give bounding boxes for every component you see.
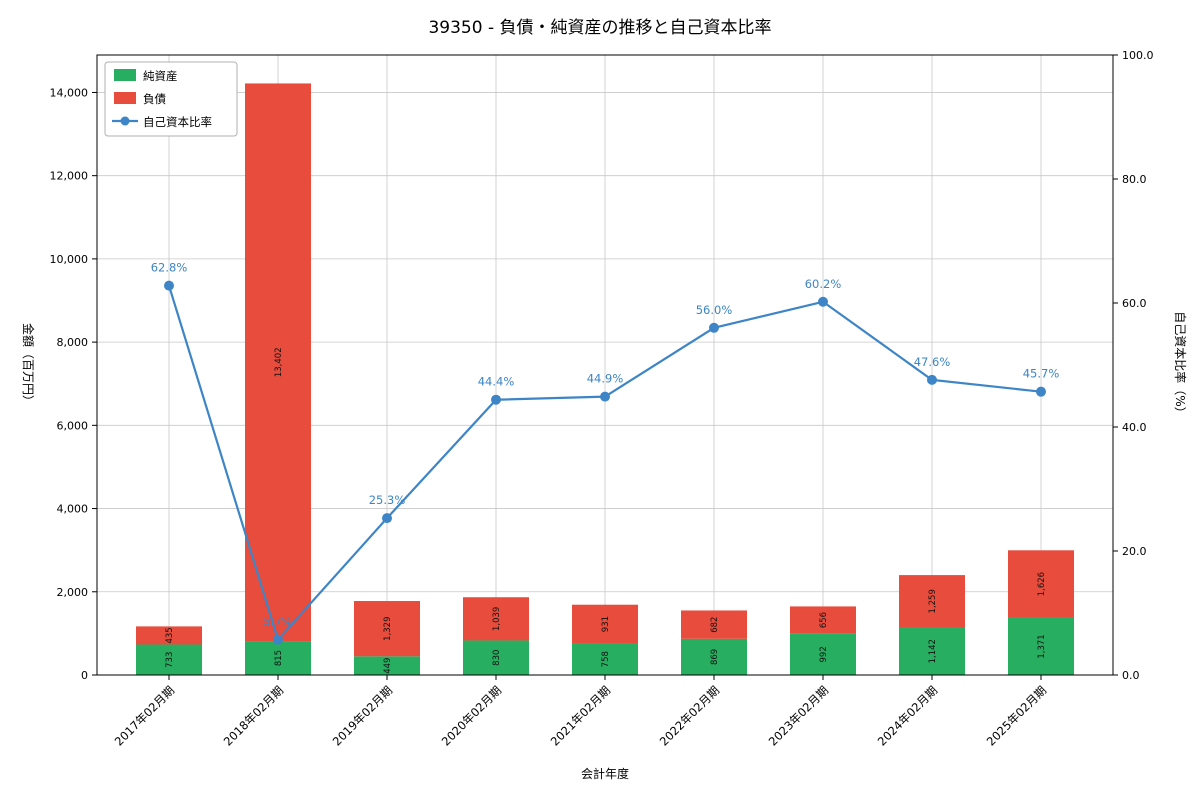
y-axis-right-tick-label: 80.0	[1122, 173, 1147, 186]
bar-segment-liabilities	[681, 610, 747, 639]
bar-label-liabilities: 435	[165, 627, 175, 643]
x-axis-tick-label: 2019年02月期	[330, 683, 395, 748]
y-axis-right-tick-label: 0.0	[1122, 669, 1140, 682]
y-axis-left-tick-label: 10,000	[50, 253, 89, 266]
bar-segment-net-assets	[354, 656, 420, 675]
y-axis-left-tick-label: 12,000	[50, 170, 89, 183]
bar-label-liabilities: 1,039	[492, 607, 502, 631]
y-axis-left-tick-label: 2,000	[57, 586, 89, 599]
bar-segment-liabilities	[899, 575, 965, 628]
bar-segment-liabilities	[790, 606, 856, 634]
bar-label-net-assets: 1,371	[1037, 634, 1047, 658]
equity-ratio-point	[273, 634, 283, 645]
bar-label-net-assets: 992	[819, 646, 829, 662]
equity-ratio-point	[1036, 386, 1046, 397]
x-axis-tick-label: 2022年02月期	[657, 683, 722, 748]
equity-ratio-label: 56.0%	[696, 303, 733, 317]
equity-ratio-label: 47.6%	[914, 355, 951, 369]
equity-ratio-label: 45.7%	[1023, 367, 1060, 381]
bar-label-net-assets: 758	[601, 651, 611, 667]
y-axis-left-tick-label: 8,000	[57, 336, 89, 349]
bar-segment-liabilities	[463, 597, 529, 641]
bar-label-liabilities: 1,259	[928, 589, 938, 613]
bar-segment-liabilities	[572, 604, 638, 644]
y-axis-right-tick-label: 100.0	[1122, 49, 1154, 62]
x-axis-tick-label: 2024年02月期	[875, 683, 940, 748]
equity-ratio-label: 25.3%	[369, 493, 406, 507]
bar-segment-liabilities	[136, 626, 202, 645]
y-axis-right-tick-label: 60.0	[1122, 297, 1147, 310]
equity-ratio-label: 5.7%	[263, 615, 292, 629]
equity-ratio-label: 60.2%	[805, 277, 842, 291]
bar-label-net-assets: 869	[710, 649, 720, 665]
bar-segment-net-assets	[245, 641, 311, 675]
y-axis-title-left: 金額（百万円）	[21, 323, 36, 407]
y-axis-left-tick-label: 14,000	[50, 86, 89, 99]
bar-segment-net-assets	[136, 644, 202, 675]
equity-ratio-point	[491, 394, 501, 405]
chart-title: 39350 - 負債・純資産の推移と自己資本比率	[428, 18, 772, 38]
equity-ratio-point	[927, 374, 937, 385]
legend-item-label: 自己資本比率	[143, 115, 212, 129]
bar-segment-net-assets	[790, 633, 856, 675]
legend-item-label: 純資産	[143, 69, 178, 83]
bar-segment-net-assets	[681, 638, 747, 675]
x-axis-tick-label: 2025年02月期	[984, 683, 1049, 748]
bar-segment-net-assets	[1008, 617, 1074, 675]
y-axis-left-tick-label: 0	[81, 669, 88, 682]
bar-segment-net-assets	[463, 640, 529, 675]
x-axis-tick-label: 2021年02月期	[548, 683, 613, 748]
bar-label-liabilities: 656	[819, 612, 829, 628]
equity-ratio-point	[382, 513, 392, 524]
equity-ratio-label: 44.4%	[478, 375, 515, 389]
bar-label-net-assets: 733	[165, 652, 175, 668]
bar-segment-liabilities	[1008, 550, 1074, 618]
bar-label-liabilities: 682	[710, 617, 720, 633]
y-axis-left-tick-label: 4,000	[57, 503, 89, 516]
y-axis-left-tick-label: 6,000	[57, 419, 89, 432]
equity-ratio-label: 44.9%	[587, 372, 624, 386]
bar-segment-net-assets	[572, 643, 638, 675]
x-axis-tick-label: 2017年02月期	[112, 683, 177, 748]
bar-segment-net-assets	[899, 627, 965, 675]
legend-swatch-liabilities	[114, 92, 136, 104]
x-axis-tick-label: 2023年02月期	[766, 683, 831, 748]
y-axis-right-tick-label: 20.0	[1122, 545, 1147, 558]
x-axis-tick-label: 2020年02月期	[439, 683, 504, 748]
equity-ratio-point	[818, 296, 828, 307]
bar-label-liabilities: 1,626	[1037, 572, 1047, 596]
bar-label-net-assets: 449	[383, 658, 393, 674]
legend-marker-equity-ratio	[120, 116, 130, 126]
bar-label-net-assets: 1,142	[928, 639, 938, 663]
y-axis-right-tick-label: 40.0	[1122, 421, 1147, 434]
equity-ratio-point	[600, 391, 610, 402]
legend-item-label: 負債	[143, 92, 166, 106]
bar-label-liabilities: 1,329	[383, 616, 393, 640]
bar-label-liabilities: 931	[601, 616, 611, 632]
legend-swatch-net-assets	[114, 69, 136, 81]
bar-segment-liabilities	[354, 601, 420, 657]
bar-segment-liabilities	[245, 83, 311, 642]
equity-ratio-point	[709, 322, 719, 333]
bar-label-liabilities: 13,402	[274, 347, 284, 377]
x-axis-tick-label: 2018年02月期	[221, 683, 286, 748]
x-axis-title: 会計年度	[581, 766, 629, 781]
equity-ratio-point	[164, 280, 174, 291]
equity-ratio-label: 62.8%	[151, 261, 188, 275]
y-axis-title-right: 自己資本比率（%）	[1173, 311, 1188, 418]
bar-label-net-assets: 815	[274, 650, 284, 666]
bar-label-net-assets: 830	[492, 650, 502, 666]
legend-box	[104, 61, 238, 137]
